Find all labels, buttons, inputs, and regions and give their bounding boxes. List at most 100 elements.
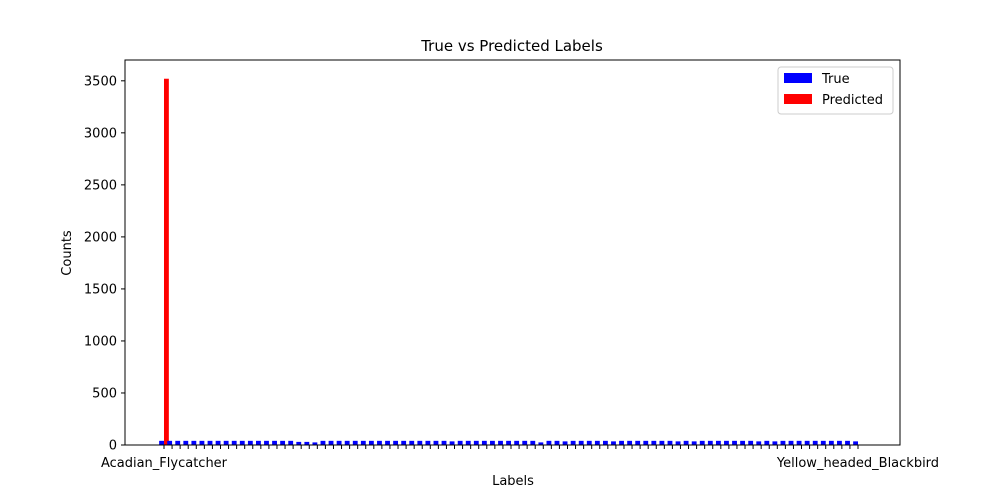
bar-true <box>401 440 407 445</box>
bar-true <box>296 441 302 445</box>
bar-true <box>473 440 479 445</box>
bar-true <box>409 440 415 445</box>
y-axis-label: Counts <box>60 230 75 276</box>
bar-true <box>635 440 641 445</box>
bar-true <box>231 440 237 445</box>
bar-true <box>627 440 633 445</box>
bar-true <box>457 440 463 445</box>
bar-true <box>417 440 423 445</box>
bar-true <box>239 440 245 445</box>
bar-true <box>578 440 584 445</box>
bar-true <box>796 440 802 445</box>
bar-true <box>159 440 164 445</box>
bar-true <box>377 440 382 445</box>
y-tick-label: 2000 <box>84 230 117 245</box>
bar-true <box>675 441 681 445</box>
legend-swatch-predicted <box>784 94 812 104</box>
bar-true <box>312 442 318 445</box>
bar-true <box>336 440 342 445</box>
legend: True Predicted <box>777 66 894 115</box>
bar-true <box>764 440 770 445</box>
bar-true <box>175 440 181 445</box>
y-tick-label: 1500 <box>84 282 117 297</box>
legend-label-predicted: Predicted <box>822 93 883 108</box>
bar-predicted <box>164 78 169 445</box>
bar-true <box>425 440 431 445</box>
bar-true <box>344 440 350 445</box>
bar-true <box>247 440 253 445</box>
bar-true <box>699 440 705 445</box>
bar-true <box>191 440 197 445</box>
y-tick-label: 0 <box>109 439 117 454</box>
bar-true <box>828 440 834 445</box>
bar-true <box>788 440 794 445</box>
x-tick-label-last: Yellow_headed_Blackbird <box>776 456 939 471</box>
legend-swatch-true <box>784 73 812 83</box>
bar-true <box>215 440 221 445</box>
bar-true <box>820 440 826 445</box>
bar-true <box>683 440 689 445</box>
bar-true <box>837 440 842 445</box>
bar-true <box>611 441 616 445</box>
bar-true <box>498 440 503 445</box>
y-tick-label: 3000 <box>84 126 117 141</box>
bar-true <box>724 440 729 445</box>
bar-true <box>538 442 544 445</box>
bar-true <box>812 440 818 445</box>
bar-true <box>853 441 858 445</box>
bar-true <box>570 440 576 445</box>
y-axis: 0 500 1000 1500 2000 2500 3000 3500 <box>84 74 125 454</box>
bar-true <box>352 440 358 445</box>
bar-true <box>183 440 189 445</box>
y-tick-label: 2500 <box>84 178 117 193</box>
legend-label-true: True <box>821 72 850 87</box>
bar-true <box>546 440 552 445</box>
x-axis: Acadian_Flycatcher Yellow_headed_Blackbir… <box>101 445 939 471</box>
bar-true <box>199 440 205 445</box>
x-axis-label: Labels <box>492 474 534 489</box>
bar-true <box>441 440 447 445</box>
bar-true <box>603 440 608 445</box>
bar-true <box>691 441 697 445</box>
bar-true <box>385 440 390 445</box>
bar-true <box>256 440 261 445</box>
bar-true <box>272 440 277 445</box>
bar-true <box>772 441 778 445</box>
bar-true <box>167 440 173 445</box>
bar-true <box>506 440 511 445</box>
bar-true <box>715 440 721 445</box>
bar-true <box>328 440 334 445</box>
bar-true <box>288 440 294 445</box>
bar-true <box>522 440 528 445</box>
bar-true <box>756 441 762 445</box>
bar-true <box>554 440 560 445</box>
bar-true <box>619 440 624 445</box>
bar-true <box>643 440 649 445</box>
bar-true <box>280 440 286 445</box>
bar-true <box>748 440 754 445</box>
bar-true <box>586 440 592 445</box>
bar-true <box>207 440 213 445</box>
bar-true <box>368 440 374 445</box>
plot-area <box>159 78 858 445</box>
bar-true <box>804 440 810 445</box>
bar-true <box>393 440 399 445</box>
bar-true <box>465 440 471 445</box>
bar-true <box>707 440 713 445</box>
bar-true <box>659 440 665 445</box>
bar-true <box>264 440 269 445</box>
bar-true <box>780 440 786 445</box>
bar-true <box>304 441 310 445</box>
plot-frame <box>124 59 901 446</box>
x-tick-label-first: Acadian_Flycatcher <box>101 456 228 471</box>
bar-true <box>449 441 455 445</box>
bar-true <box>320 440 326 445</box>
y-tick-label: 1000 <box>84 334 117 349</box>
bar-true <box>530 440 536 445</box>
bar-true <box>360 440 366 445</box>
bar-true <box>433 440 439 445</box>
bar-true <box>490 440 495 445</box>
bar-true <box>740 440 746 445</box>
bar-true <box>481 440 487 445</box>
